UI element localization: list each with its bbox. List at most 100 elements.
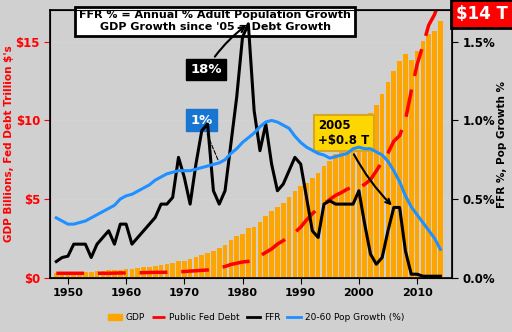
Bar xyxy=(252,227,257,278)
20-60 Pop Growth (%) xyxy=(210,162,217,166)
FFR xyxy=(100,235,106,239)
20-60 Pop Growth (%) xyxy=(414,213,420,217)
20-60 Pop Growth (%) xyxy=(100,209,106,213)
FFR xyxy=(350,202,356,206)
Bar xyxy=(147,267,152,278)
Public Fed Debt xyxy=(228,263,234,267)
Bar xyxy=(60,273,65,278)
Bar xyxy=(217,248,222,278)
20-60 Pop Growth (%) xyxy=(268,119,274,123)
FFR xyxy=(210,189,217,193)
Bar xyxy=(100,271,105,278)
Line: Public Fed Debt: Public Fed Debt xyxy=(56,0,440,273)
Bar xyxy=(136,268,140,278)
Bar xyxy=(258,222,262,278)
Bar xyxy=(310,178,315,278)
Bar xyxy=(339,147,344,278)
Public Fed Debt xyxy=(414,62,420,66)
Public Fed Debt xyxy=(140,271,146,275)
Bar xyxy=(275,208,280,278)
Bar xyxy=(351,132,355,278)
Bar xyxy=(415,51,419,278)
Bar xyxy=(89,272,94,278)
Bar xyxy=(223,245,227,278)
Bar xyxy=(368,113,373,278)
Text: 2005
+$0.8 T: 2005 +$0.8 T xyxy=(318,119,390,204)
Bar xyxy=(292,192,297,278)
Bar xyxy=(438,22,443,278)
Bar xyxy=(118,270,123,278)
Bar xyxy=(200,255,204,278)
20-60 Pop Growth (%) xyxy=(437,247,443,251)
Bar xyxy=(176,261,181,278)
FFR xyxy=(408,272,414,276)
Public Fed Debt xyxy=(210,267,217,271)
Bar xyxy=(397,61,402,278)
Text: $14 T: $14 T xyxy=(456,5,508,23)
20-60 Pop Growth (%) xyxy=(112,203,118,207)
FFR xyxy=(82,242,89,246)
Bar xyxy=(66,273,70,278)
Bar xyxy=(420,41,425,278)
Bar xyxy=(77,272,82,278)
Public Fed Debt xyxy=(344,187,350,191)
Bar xyxy=(287,198,291,278)
Bar xyxy=(194,257,198,278)
Bar xyxy=(71,272,76,278)
Public Fed Debt xyxy=(112,271,118,275)
Bar xyxy=(170,263,175,278)
Line: FFR: FFR xyxy=(56,24,440,276)
Bar xyxy=(234,236,239,278)
FFR xyxy=(420,274,426,278)
FFR xyxy=(53,260,59,264)
Bar xyxy=(316,173,321,278)
Bar xyxy=(264,216,268,278)
Bar xyxy=(159,265,163,278)
Bar xyxy=(240,234,245,278)
Bar xyxy=(392,70,396,278)
Text: 1%: 1% xyxy=(190,114,218,160)
Bar xyxy=(182,261,187,278)
Bar xyxy=(304,184,309,278)
Bar xyxy=(164,264,169,278)
Bar xyxy=(211,251,216,278)
Bar xyxy=(386,82,390,278)
20-60 Pop Growth (%) xyxy=(350,147,356,151)
Bar xyxy=(205,253,210,278)
Bar xyxy=(380,94,385,278)
Bar xyxy=(188,259,193,278)
Bar xyxy=(106,270,111,278)
Bar xyxy=(426,34,431,278)
FFR xyxy=(245,22,251,26)
Bar xyxy=(374,105,379,278)
20-60 Pop Growth (%) xyxy=(228,151,234,155)
Bar xyxy=(356,123,361,278)
FFR xyxy=(437,274,443,278)
Bar xyxy=(322,166,326,278)
Bar xyxy=(403,54,408,278)
Bar xyxy=(432,31,437,278)
Text: 18%: 18% xyxy=(190,27,244,76)
Bar xyxy=(130,269,134,278)
Legend: GDP, Public Fed Debt, FFR, 20-60 Pop Growth (%): GDP, Public Fed Debt, FFR, 20-60 Pop Gro… xyxy=(104,310,408,326)
Bar xyxy=(362,119,367,278)
Bar xyxy=(112,270,117,278)
Bar xyxy=(153,266,158,278)
Bar xyxy=(83,272,88,278)
Bar xyxy=(95,271,99,278)
Text: FFR % = Annual % Adult Population Growth
GDP Growth since '05 = Debt Growth: FFR % = Annual % Adult Population Growth… xyxy=(79,11,351,32)
Bar xyxy=(141,268,146,278)
Bar xyxy=(409,59,414,278)
Bar xyxy=(298,187,303,278)
Bar xyxy=(124,269,129,278)
Bar xyxy=(333,154,338,278)
20-60 Pop Growth (%) xyxy=(53,216,59,220)
Bar xyxy=(228,240,233,278)
Y-axis label: FFR %, Pop Growth %: FFR %, Pop Growth % xyxy=(497,81,506,208)
Bar xyxy=(345,139,350,278)
Bar xyxy=(328,161,332,278)
Bar xyxy=(54,273,58,278)
Y-axis label: GDP Billions, Fed Debt Trillion $'s: GDP Billions, Fed Debt Trillion $'s xyxy=(4,45,14,242)
Line: 20-60 Pop Growth (%): 20-60 Pop Growth (%) xyxy=(56,121,440,249)
FFR xyxy=(228,142,234,146)
